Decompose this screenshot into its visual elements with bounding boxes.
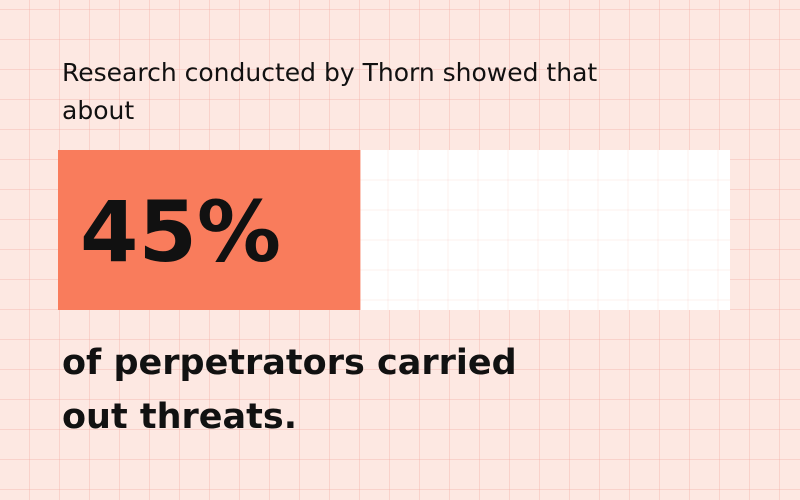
bar-fill bbox=[58, 150, 361, 310]
caption-text: of perpetrators carried out threats. bbox=[62, 343, 517, 437]
value-label: 45% bbox=[80, 183, 281, 281]
intro-text: Research conducted by Thorn showed that … bbox=[62, 58, 598, 125]
